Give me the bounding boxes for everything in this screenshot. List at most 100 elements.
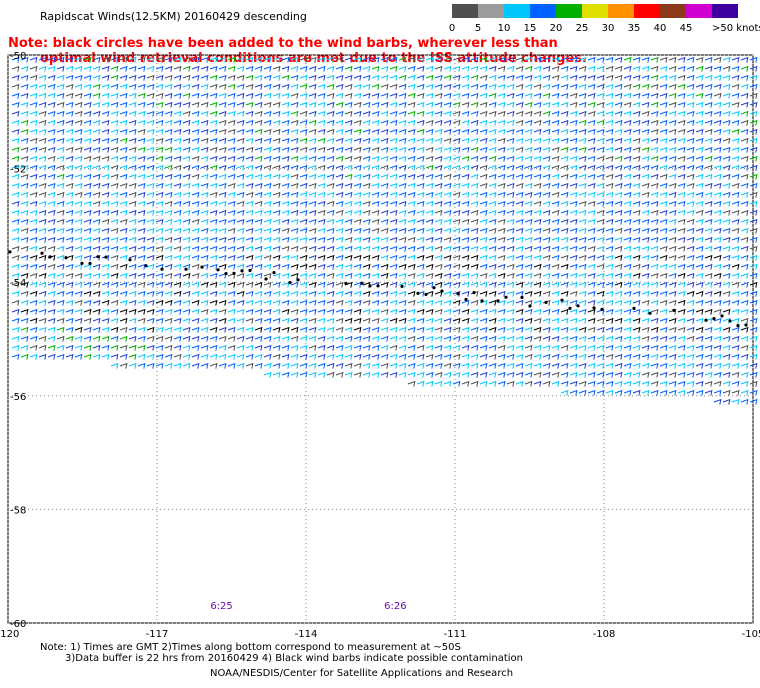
wind-barb	[128, 128, 137, 135]
wind-barb	[56, 155, 65, 162]
wind-barb	[290, 101, 299, 108]
wind-barb	[245, 308, 254, 315]
wind-barb	[380, 317, 389, 324]
wind-barb	[191, 290, 200, 297]
wind-barb	[146, 245, 155, 252]
wind-barb	[182, 290, 191, 297]
wind-barb	[452, 155, 461, 162]
wind-barb	[155, 209, 164, 216]
wind-barb	[416, 371, 425, 378]
wind-barb	[344, 326, 353, 333]
wind-barb	[704, 344, 713, 351]
wind-barb	[605, 182, 614, 189]
wind-barb	[398, 371, 407, 378]
wind-barb	[236, 272, 245, 279]
wind-barb	[398, 137, 407, 144]
wind-barb	[227, 299, 236, 306]
wind-barb	[110, 65, 119, 72]
wind-barb	[254, 146, 263, 153]
wind-barb	[524, 146, 533, 153]
quality-flag-dot	[728, 319, 732, 323]
wind-barb	[677, 56, 686, 63]
wind-barb	[101, 299, 110, 306]
wind-barb	[65, 317, 74, 324]
wind-barb	[515, 110, 524, 117]
wind-barb	[56, 335, 65, 342]
wind-barb	[209, 272, 218, 279]
wind-barb	[128, 164, 137, 171]
wind-barb	[254, 74, 263, 81]
wind-barb	[578, 137, 587, 144]
wind-barb	[515, 119, 524, 126]
wind-barb	[623, 335, 632, 342]
wind-barb	[299, 110, 308, 117]
wind-barb	[20, 290, 29, 297]
wind-barb	[38, 74, 47, 81]
wind-barb	[542, 173, 551, 180]
wind-barb	[263, 92, 272, 99]
wind-barb	[317, 200, 326, 207]
wind-barb	[587, 344, 596, 351]
wind-barb	[11, 164, 20, 171]
wind-barb	[533, 56, 542, 63]
wind-barb	[200, 254, 209, 261]
wind-barb	[731, 191, 740, 198]
wind-barb	[722, 65, 731, 72]
wind-barb	[11, 56, 20, 63]
wind-barb	[686, 191, 695, 198]
wind-barb	[263, 371, 272, 378]
wind-barb	[209, 128, 218, 135]
wind-barb	[677, 227, 686, 234]
wind-barb	[695, 245, 704, 252]
quality-flag-dot	[600, 307, 604, 311]
wind-barb	[353, 308, 362, 315]
wind-barb	[119, 227, 128, 234]
wind-barb	[524, 254, 533, 261]
wind-barb	[308, 173, 317, 180]
wind-barb	[434, 281, 443, 288]
wind-barb	[38, 254, 47, 261]
wind-barb	[614, 281, 623, 288]
wind-barb	[29, 344, 38, 351]
wind-barb	[146, 335, 155, 342]
wind-barb	[551, 227, 560, 234]
wind-barb	[38, 272, 47, 279]
wind-barb	[542, 137, 551, 144]
wind-barb	[443, 344, 452, 351]
wind-barb	[191, 74, 200, 81]
wind-barb	[191, 326, 200, 333]
wind-barb	[407, 317, 416, 324]
wind-barb	[722, 56, 731, 63]
wind-barb	[353, 83, 362, 90]
wind-barb	[326, 236, 335, 243]
wind-barb	[551, 254, 560, 261]
wind-barb	[29, 290, 38, 297]
wind-barb	[254, 65, 263, 72]
wind-barb	[497, 272, 506, 279]
wind-barb	[416, 326, 425, 333]
quality-flag-dot	[736, 324, 740, 328]
wind-barb	[407, 326, 416, 333]
wind-barb	[722, 236, 731, 243]
wind-barb	[92, 281, 101, 288]
wind-barb	[110, 290, 119, 297]
wind-barb	[650, 326, 659, 333]
wind-barb	[497, 254, 506, 261]
wind-barb	[245, 245, 254, 252]
wind-barb	[632, 290, 641, 297]
wind-barb	[569, 83, 578, 90]
wind-barb	[290, 281, 299, 288]
wind-barb	[56, 326, 65, 333]
wind-barb	[83, 317, 92, 324]
wind-barb	[686, 317, 695, 324]
wind-barb	[641, 227, 650, 234]
wind-barb	[353, 200, 362, 207]
wind-barb	[407, 308, 416, 315]
wind-barb	[560, 92, 569, 99]
wind-barb	[326, 326, 335, 333]
wind-barb	[389, 110, 398, 117]
wind-barb	[155, 56, 164, 63]
wind-barb	[497, 155, 506, 162]
wind-barb	[236, 155, 245, 162]
wind-barb	[317, 254, 326, 261]
